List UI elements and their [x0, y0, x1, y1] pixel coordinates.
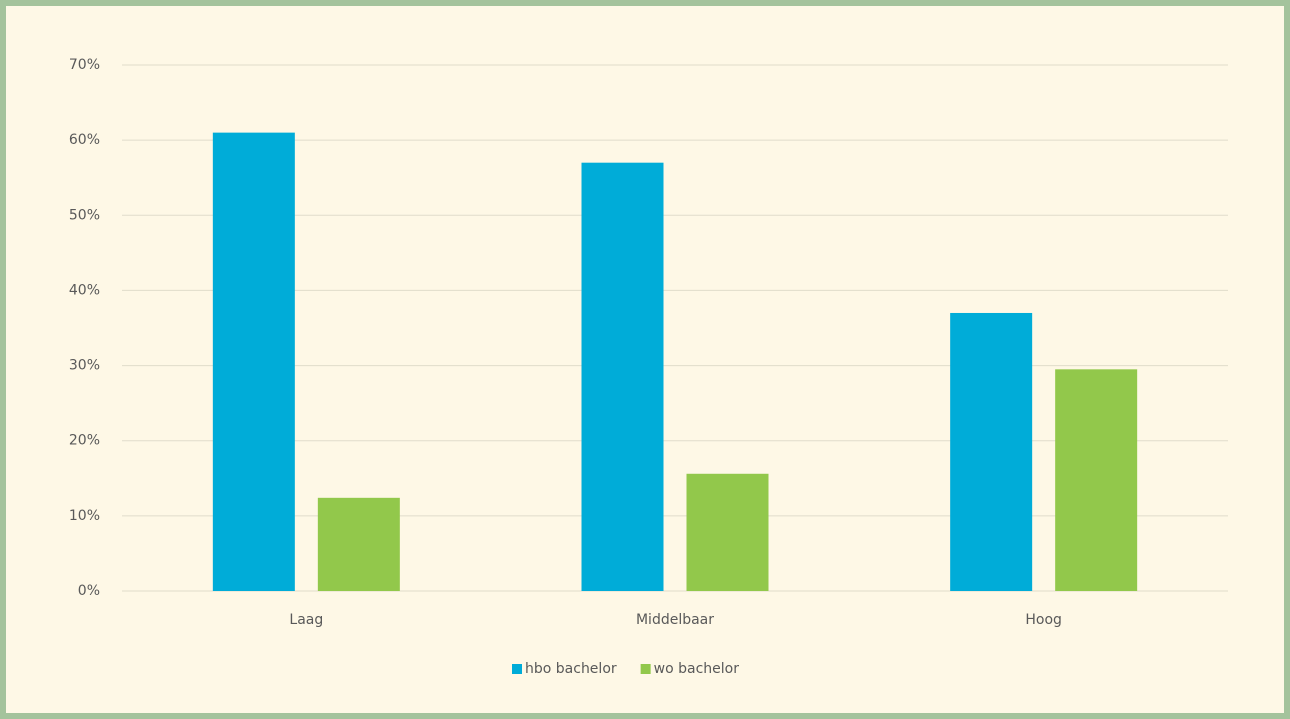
- legend-swatch: [640, 664, 651, 674]
- legend-swatch: [512, 664, 522, 674]
- y-tick-label: 30%: [69, 358, 100, 374]
- legend-label: wo bachelor: [654, 661, 740, 677]
- legend-label: hbo bachelor: [525, 661, 617, 677]
- y-tick-label: 20%: [69, 433, 100, 449]
- bar: [686, 473, 769, 591]
- bar: [581, 162, 664, 591]
- bar: [1055, 369, 1138, 591]
- bar: [317, 497, 400, 591]
- x-tick-label: Hoog: [1025, 612, 1062, 628]
- y-tick-label: 40%: [69, 282, 100, 298]
- x-tick-label: Laag: [289, 612, 323, 628]
- x-tick-label: Middelbaar: [636, 612, 714, 628]
- y-tick-label: 10%: [69, 508, 100, 524]
- bar: [950, 312, 1033, 591]
- y-tick-label: 70%: [69, 57, 100, 73]
- bar: [212, 132, 295, 591]
- y-tick-label: 50%: [69, 207, 100, 223]
- y-tick-label: 0%: [78, 583, 100, 599]
- y-tick-label: 60%: [69, 132, 100, 148]
